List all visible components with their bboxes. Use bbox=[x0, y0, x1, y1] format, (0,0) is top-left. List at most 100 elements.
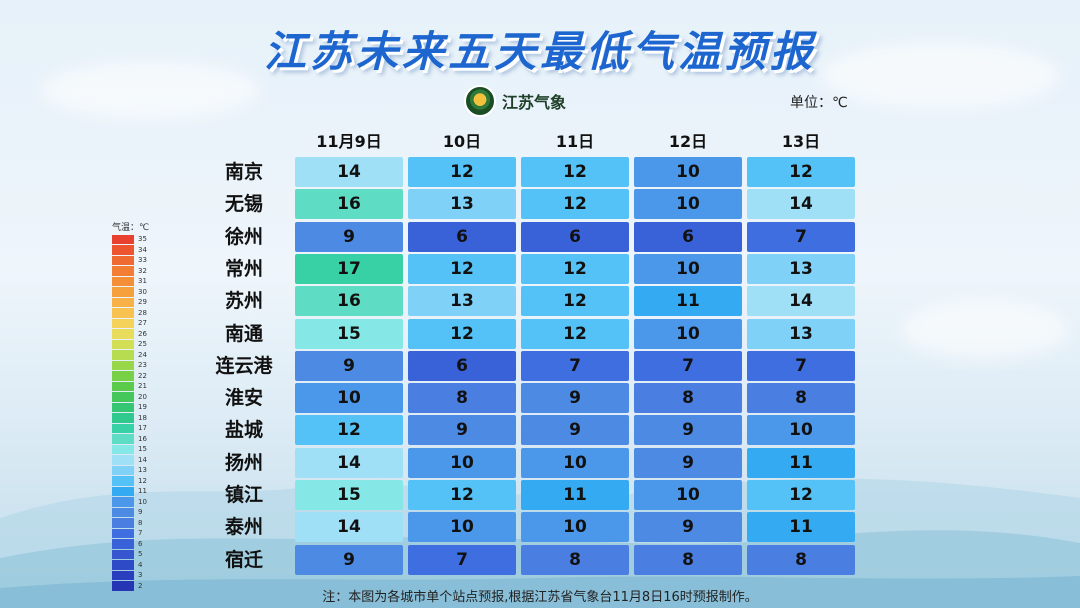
legend-level: 8 bbox=[112, 518, 172, 529]
legend-label: 9 bbox=[138, 508, 143, 517]
city-label: 宿迁 bbox=[224, 548, 263, 571]
temperature-cell: 10 bbox=[521, 512, 629, 543]
legend-swatch bbox=[112, 245, 134, 255]
temperature-cell: 12 bbox=[408, 318, 516, 349]
legend-label: 16 bbox=[138, 434, 147, 443]
legend-swatch bbox=[112, 402, 134, 412]
temperature-cell: 13 bbox=[747, 318, 855, 349]
legend-swatch bbox=[112, 423, 134, 433]
temperature-cell: 10 bbox=[634, 253, 742, 284]
cloud-decoration bbox=[40, 60, 260, 120]
temperature-cell: 7 bbox=[747, 221, 855, 252]
legend-level: 5 bbox=[112, 549, 172, 560]
legend-level: 7 bbox=[112, 528, 172, 539]
temperature-cell: 15 bbox=[295, 318, 403, 349]
city-label: 徐州 bbox=[224, 225, 263, 248]
legend-level: 33 bbox=[112, 255, 172, 266]
legend-swatch bbox=[112, 234, 134, 244]
legend-label: 23 bbox=[138, 361, 147, 370]
legend-label: 3 bbox=[138, 571, 143, 580]
temperature-cell: 10 bbox=[521, 447, 629, 478]
temperature-cell: 10 bbox=[747, 415, 855, 446]
legend-swatch bbox=[112, 381, 134, 391]
temperature-cell: 10 bbox=[408, 447, 516, 478]
legend-level: 15 bbox=[112, 444, 172, 455]
temperature-cell: 12 bbox=[521, 157, 629, 187]
temperature-cell: 7 bbox=[521, 350, 629, 381]
city-label: 泰州 bbox=[224, 516, 263, 539]
temperature-cell: 15 bbox=[295, 480, 403, 510]
city-label: 连云港 bbox=[215, 354, 273, 377]
temperature-cell: 11 bbox=[747, 512, 855, 543]
temperature-cell: 7 bbox=[747, 350, 855, 381]
legend-level: 28 bbox=[112, 308, 172, 319]
legend-label: 12 bbox=[138, 476, 147, 485]
brand-name: 江苏气象 bbox=[502, 93, 567, 112]
legend-level: 13 bbox=[112, 465, 172, 476]
temperature-legend: 气温：℃ 35 34 33 32 31 30 29 28 27 26 25 24 23 22 21 20 19 1… bbox=[112, 222, 172, 598]
temperature-cell: 12 bbox=[521, 253, 629, 284]
city-label: 南京 bbox=[224, 161, 263, 183]
legend-scale: 35 34 33 32 31 30 29 28 27 26 25 24 23 22 21 20 19 18 17 16… bbox=[112, 234, 172, 591]
legend-swatch bbox=[112, 476, 134, 486]
legend-label: 20 bbox=[138, 392, 147, 401]
legend-swatch bbox=[112, 560, 134, 570]
legend-label: 25 bbox=[138, 340, 147, 349]
legend-swatch bbox=[112, 287, 134, 297]
temperature-cell: 12 bbox=[521, 189, 629, 220]
temperature-cell: 7 bbox=[408, 544, 516, 575]
temperature-cell: 14 bbox=[295, 157, 403, 187]
legend-level: 11 bbox=[112, 486, 172, 497]
legend-level: 2 bbox=[112, 581, 172, 592]
legend-label: 24 bbox=[138, 350, 147, 359]
legend-swatch bbox=[112, 255, 134, 265]
temperature-cell: 9 bbox=[521, 415, 629, 446]
temperature-cell: 12 bbox=[295, 415, 403, 446]
temperature-cell: 8 bbox=[408, 383, 516, 414]
legend-label: 6 bbox=[138, 539, 143, 548]
temperature-cell: 10 bbox=[634, 318, 742, 349]
legend-label: 30 bbox=[138, 287, 147, 296]
legend-level: 32 bbox=[112, 266, 172, 277]
legend-swatch bbox=[112, 266, 134, 276]
legend-level: 14 bbox=[112, 455, 172, 466]
legend-swatch bbox=[112, 371, 134, 381]
legend-level: 9 bbox=[112, 507, 172, 518]
cloud-decoration bbox=[900, 300, 1070, 360]
legend-label: 17 bbox=[138, 424, 147, 433]
temperature-cell: 9 bbox=[295, 221, 403, 252]
legend-level: 12 bbox=[112, 476, 172, 487]
legend-swatch bbox=[112, 297, 134, 307]
temperature-cell: 17 bbox=[295, 253, 403, 284]
legend-level: 18 bbox=[112, 413, 172, 424]
city-label: 淮安 bbox=[224, 387, 263, 410]
temperature-cell: 11 bbox=[521, 480, 629, 510]
legend-label: 5 bbox=[138, 550, 143, 559]
legend-swatch bbox=[112, 392, 134, 402]
temperature-cell: 8 bbox=[747, 544, 855, 575]
temperature-cell: 12 bbox=[408, 157, 516, 187]
legend-label: 15 bbox=[138, 445, 147, 454]
city-label: 镇江 bbox=[224, 484, 263, 506]
legend-swatch bbox=[112, 497, 134, 507]
temperature-cell: 6 bbox=[408, 350, 516, 381]
legend-level: 16 bbox=[112, 434, 172, 445]
legend-swatch bbox=[112, 539, 134, 549]
legend-swatch bbox=[112, 308, 134, 318]
legend-label: 7 bbox=[138, 529, 143, 538]
legend-label: 31 bbox=[138, 277, 147, 286]
legend-swatch bbox=[112, 549, 134, 559]
temperature-cell: 16 bbox=[295, 286, 403, 317]
legend-label: 26 bbox=[138, 329, 147, 338]
legend-swatch bbox=[112, 413, 134, 423]
legend-swatch bbox=[112, 318, 134, 328]
temperature-cell: 11 bbox=[747, 447, 855, 478]
legend-swatch bbox=[112, 465, 134, 475]
legend-label: 19 bbox=[138, 403, 147, 412]
temperature-cell: 9 bbox=[634, 415, 742, 446]
city-label: 无锡 bbox=[224, 193, 263, 216]
jiangsu-meteorology-logo-icon bbox=[464, 85, 496, 117]
legend-level: 23 bbox=[112, 360, 172, 371]
legend-level: 10 bbox=[112, 497, 172, 508]
city-label: 常州 bbox=[224, 257, 263, 280]
